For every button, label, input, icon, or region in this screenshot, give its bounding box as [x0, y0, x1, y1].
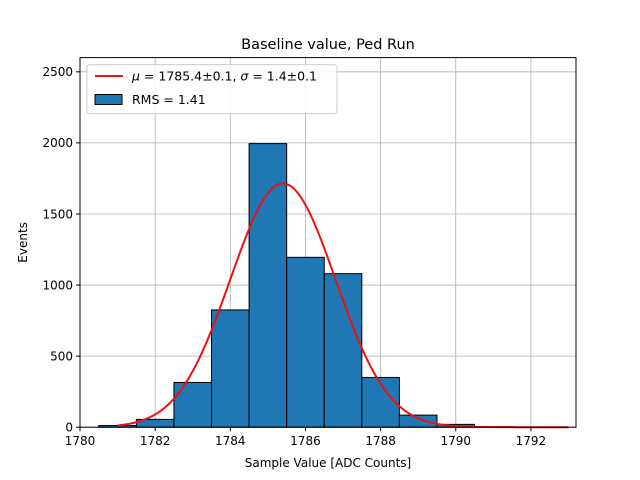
legend-fit-label: μ = 1785.4±0.1, σ = 1.4±0.1 [131, 69, 317, 84]
histogram-bar [211, 309, 250, 428]
legend: μ = 1785.4±0.1, σ = 1.4±0.1 RMS = 1.41 [86, 64, 338, 115]
legend-mu-value: = 1785.4±0.1, [140, 69, 240, 84]
y-tick-label: 1500 [42, 207, 73, 221]
x-tick-label: 1788 [365, 434, 396, 448]
legend-box [86, 64, 338, 115]
x-tick-label: 1784 [215, 434, 246, 448]
x-tick-label: 1790 [440, 434, 471, 448]
legend-hist-swatch [94, 94, 123, 105]
x-axis-ticks: 1780 1782 1784 1786 1788 1790 1792 [65, 427, 546, 448]
histogram-bar [323, 273, 363, 428]
legend-sigma-symbol: σ [240, 69, 249, 84]
y-tick-label: 2000 [42, 136, 73, 150]
legend-hist-label: RMS = 1.41 [132, 92, 206, 107]
y-tick-label: 0 [65, 421, 73, 435]
histogram-bar [248, 143, 288, 428]
x-tick-label: 1782 [140, 434, 171, 448]
legend-mu-symbol: μ [131, 69, 140, 84]
chart-title: Baseline value, Ped Run [241, 37, 415, 53]
histogram-bar [173, 381, 213, 428]
histogram-bar [286, 256, 325, 428]
histogram-bar [398, 414, 438, 428]
y-axis-label: Events [16, 222, 30, 263]
x-tick-label: 1780 [65, 434, 96, 448]
y-tick-label: 2500 [42, 65, 73, 79]
legend-sigma-value: = 1.4±0.1 [248, 69, 317, 84]
y-tick-label: 500 [50, 349, 73, 363]
plot-frame [79, 57, 577, 428]
y-tick-label: 1000 [42, 278, 73, 292]
x-tick-label: 1792 [516, 434, 547, 448]
y-axis-ticks: 0 500 1000 1500 2000 2500 [42, 65, 80, 435]
x-tick-label: 1786 [290, 434, 321, 448]
x-axis-label: Sample Value [ADC Counts] [245, 456, 411, 470]
